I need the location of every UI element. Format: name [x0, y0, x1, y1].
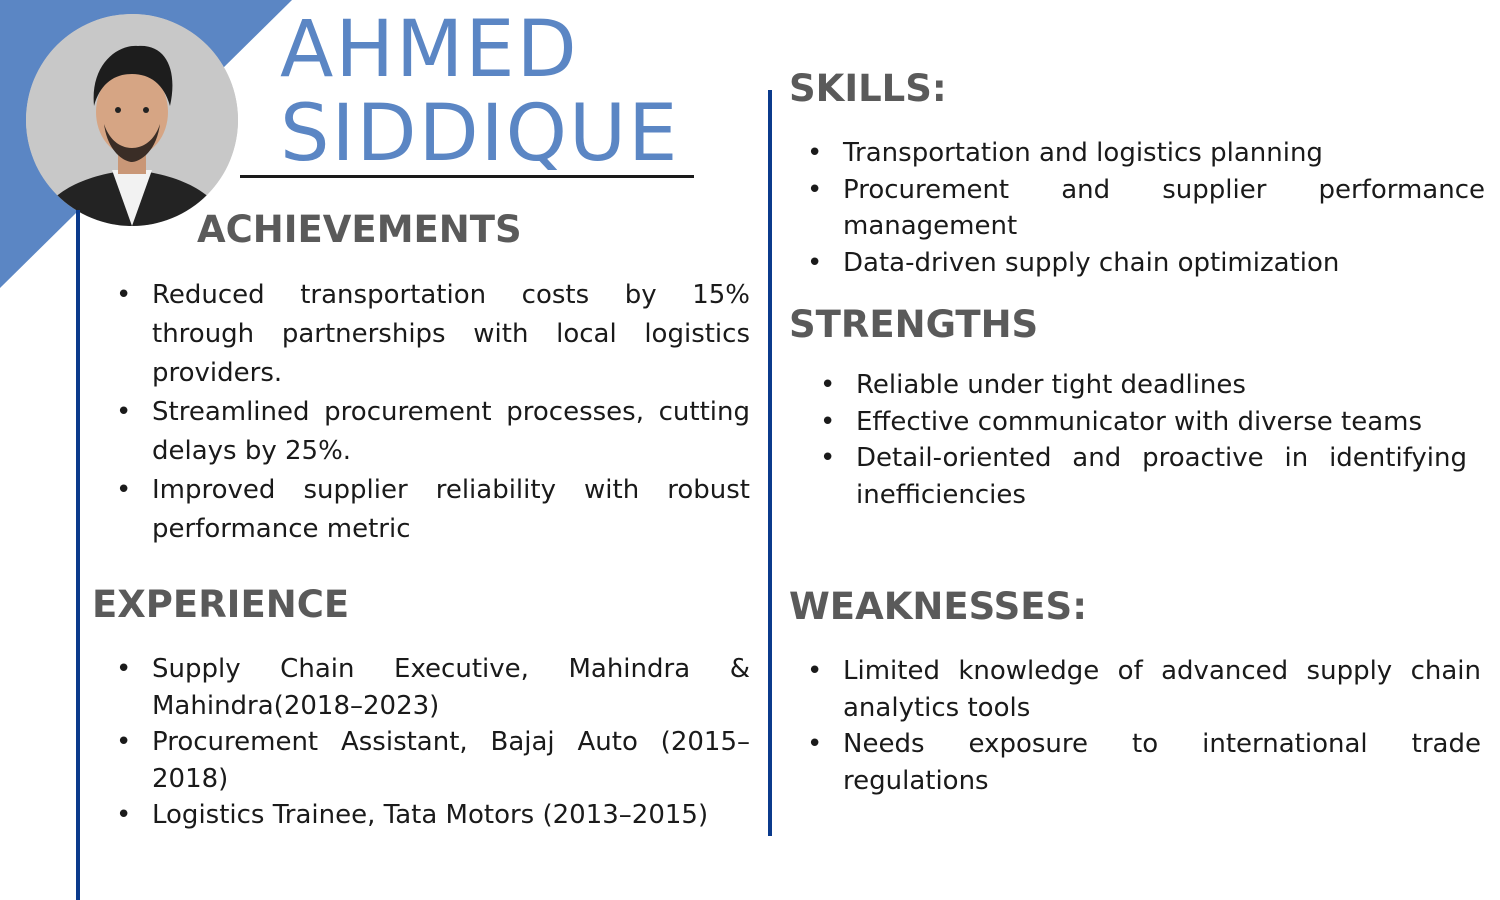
strengths-heading: STRENGTHS	[789, 303, 1039, 346]
bullet-icon: •	[116, 727, 132, 757]
list-item: • Logistics Trainee, Tata Motors (2013–20…	[116, 797, 750, 834]
list-item: • Reduced transportation costs by 15% thr…	[116, 276, 750, 393]
profile-photo-avatar	[26, 14, 238, 226]
name-underline	[240, 175, 694, 178]
bullet-icon: •	[807, 656, 823, 686]
bullet-icon: •	[807, 138, 823, 168]
last-name: SIDDIQUE	[280, 89, 680, 179]
bullet-icon: •	[116, 475, 132, 505]
achievements-list: • Reduced transportation costs by 15% thr…	[116, 276, 750, 549]
bullet-icon: •	[116, 800, 132, 830]
bullet-icon: •	[807, 247, 823, 278]
bullet-icon: •	[820, 443, 836, 473]
weaknesses-list: • Limited knowledge of advanced supply ch…	[807, 653, 1481, 799]
experience-list: • Supply Chain Executive, Mahindra & Mahi…	[116, 651, 750, 834]
list-item: • Improved supplier reliability with robu…	[116, 471, 750, 549]
bullet-icon: •	[820, 370, 836, 400]
bullet-icon: •	[116, 397, 132, 427]
experience-heading: EXPERIENCE	[92, 583, 350, 626]
first-name: AHMED	[280, 5, 579, 95]
bullet-icon: •	[820, 406, 836, 437]
list-item: • Reliable under tight deadlines	[820, 367, 1467, 404]
list-item: • Effective communicator with diverse tea…	[820, 404, 1467, 441]
skills-heading: SKILLS:	[789, 67, 947, 110]
strengths-list: • Reliable under tight deadlines • Effecti…	[820, 367, 1467, 513]
skills-list: • Transportation and logistics planning •…	[807, 135, 1485, 281]
weaknesses-heading: WEAKNESSES:	[789, 585, 1087, 628]
candidate-name: AHMED SIDDIQUE	[280, 8, 679, 176]
list-item: • Detail-oriented and proactive in identi…	[820, 440, 1467, 513]
list-item: • Needs exposure to international trade r…	[807, 726, 1481, 799]
center-column-divider	[768, 90, 772, 836]
bullet-icon: •	[116, 654, 132, 684]
bullet-icon: •	[807, 174, 823, 205]
person-icon	[26, 14, 238, 226]
list-item: • Procurement and supplier performance ma…	[807, 172, 1485, 245]
bullet-icon: •	[116, 280, 132, 310]
achievements-heading: ACHIEVEMENTS	[197, 208, 522, 251]
bullet-icon: •	[807, 729, 823, 759]
list-item: • Transportation and logistics planning	[807, 135, 1485, 172]
list-item: • Limited knowledge of advanced supply ch…	[807, 653, 1481, 726]
list-item: • Supply Chain Executive, Mahindra & Mahi…	[116, 651, 750, 724]
left-column-divider	[76, 210, 80, 900]
list-item: • Procurement Assistant, Bajaj Auto (2015…	[116, 724, 750, 797]
list-item: • Streamlined procurement processes, cutt…	[116, 393, 750, 471]
list-item: • Data-driven supply chain optimization	[807, 245, 1485, 282]
